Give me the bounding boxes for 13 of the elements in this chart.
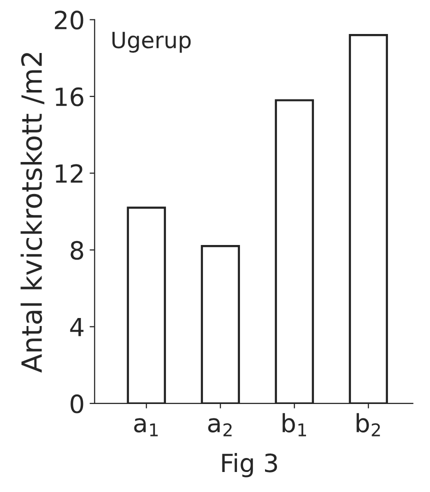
- x-tick-label: b$_{1}$: [282, 413, 306, 436]
- y-axis-title: Antal kvickrotskott /m2: [20, 53, 44, 373]
- y-tick-label: 0: [70, 394, 84, 414]
- caption: Fig 3: [222, 453, 278, 478]
- x-tick-label: b$_{2}$: [356, 413, 380, 436]
- y-tick-label: 8: [70, 240, 84, 260]
- y-tick-label: 4: [70, 318, 84, 336]
- y-tick-label: 12: [56, 164, 82, 183]
- y-tick-label: 16: [56, 87, 84, 106]
- x-tick-label: a$_{2}$: [208, 418, 232, 436]
- y-tick-label: 20: [54, 10, 84, 30]
- annotation: Ugerup: [112, 32, 191, 53]
- x-tick-label: a$_{1}$: [134, 418, 158, 436]
